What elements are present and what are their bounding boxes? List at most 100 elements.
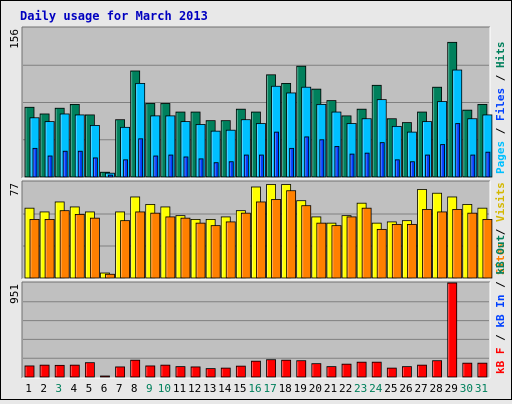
x-label-day-22: 22 <box>339 382 352 395</box>
bar-sites-day-3 <box>59 210 70 279</box>
x-label-day-16: 16 <box>248 382 261 395</box>
bar-pages-day-11 <box>183 156 189 178</box>
bar-sites-day-31 <box>482 219 493 279</box>
legend-3-part-4: / <box>494 275 507 295</box>
bar-kb-f-day-2 <box>39 364 50 378</box>
bar-sites-day-19 <box>301 205 312 279</box>
x-label-day-15: 15 <box>233 382 246 395</box>
legend-2-part-3: Visits <box>494 182 507 222</box>
bar-pages-day-27 <box>425 154 430 178</box>
bar-pages-day-18 <box>289 147 295 178</box>
x-label-day-9: 9 <box>146 382 153 395</box>
bar-sites-day-27 <box>422 209 432 279</box>
legend-2-part-2: / <box>494 222 507 242</box>
bar-kb-f-day-21 <box>326 366 337 378</box>
bar-kb-f-day-12 <box>190 366 201 378</box>
x-label-day-25: 25 <box>384 382 397 395</box>
bar-sites-day-11 <box>180 217 191 279</box>
legend-1-part-3: Files <box>494 88 507 121</box>
legend-1-part-1: Pages <box>494 141 507 174</box>
x-label-day-29: 29 <box>445 382 458 395</box>
x-label-day-23: 23 <box>354 382 367 395</box>
x-label-day-11: 11 <box>173 382 186 395</box>
x-label-day-4: 4 <box>71 382 78 395</box>
bar-kb-f-day-10 <box>160 364 171 378</box>
bar-sites-day-23 <box>361 207 372 279</box>
bar-kb-f-day-22 <box>341 363 352 378</box>
x-label-day-26: 26 <box>399 382 412 395</box>
bar-kb-f-day-5 <box>84 362 95 378</box>
x-label-day-3: 3 <box>55 382 62 395</box>
y-max-label-3: 951 <box>8 284 21 304</box>
legend-1: Pages / Files / Hits <box>494 42 507 175</box>
bar-pages-day-30 <box>470 154 476 178</box>
bar-sites-day-16 <box>256 201 266 279</box>
bar-pages-day-2 <box>47 155 53 178</box>
bar-sites-day-7 <box>120 220 130 279</box>
x-label-day-24: 24 <box>369 382 383 395</box>
bar-pages-day-10 <box>168 154 174 178</box>
bar-kb-f-day-8 <box>130 359 141 378</box>
bar-pages-day-22 <box>349 153 355 178</box>
bar-sites-day-14 <box>225 221 236 279</box>
bar-pages-day-13 <box>213 162 219 178</box>
bar-kb-f-day-13 <box>205 368 216 378</box>
bar-kb-f-day-20 <box>311 363 322 378</box>
x-label-day-7: 7 <box>116 382 123 395</box>
bar-sites-day-25 <box>391 223 402 279</box>
x-label-day-19: 19 <box>294 382 307 395</box>
bar-sites-day-22 <box>346 216 357 279</box>
x-label-day-30: 30 <box>460 382 473 395</box>
legend-2-part-1: Sites <box>494 242 507 275</box>
legend-2: Sites / Visits <box>494 182 507 275</box>
bar-pages-day-31 <box>485 151 491 178</box>
bar-kb-f-day-24 <box>371 361 382 378</box>
x-label-day-10: 10 <box>158 382 171 395</box>
bar-kb-f-day-31 <box>477 362 488 378</box>
bar-sites-day-29 <box>452 209 463 279</box>
x-label-day-13: 13 <box>203 382 216 395</box>
bar-kb-f-day-27 <box>417 364 427 378</box>
bar-sites-day-15 <box>240 212 251 279</box>
legend-1-part-4: / <box>494 68 507 88</box>
bar-sites-day-24 <box>376 228 387 279</box>
legend-3-part-5: kB Out <box>494 235 507 275</box>
bar-sites-day-20 <box>316 222 327 279</box>
bar-pages-day-1 <box>32 147 38 178</box>
x-label-day-28: 28 <box>430 382 443 395</box>
bar-kb-f-day-18 <box>281 359 292 378</box>
bar-pages-day-17 <box>274 131 279 178</box>
chart-title: Daily usage for March 2013 <box>20 9 208 23</box>
bar-kb-f-day-30 <box>462 362 473 378</box>
legend-3: kB F / kB In / kB Out <box>494 235 507 374</box>
bar-sites-day-8 <box>135 211 146 279</box>
bar-pages-day-15 <box>243 154 249 178</box>
bar-kb-f-day-3 <box>54 364 65 378</box>
bar-sites-day-30 <box>467 212 478 279</box>
legend-3-part-3: kB In <box>494 295 507 328</box>
x-label-day-14: 14 <box>218 382 232 395</box>
bar-pages-day-6 <box>108 174 113 178</box>
bar-kb-f-day-23 <box>356 361 367 378</box>
x-label-day-2: 2 <box>40 382 47 395</box>
bar-pages-day-9 <box>153 155 159 178</box>
x-label-day-17: 17 <box>263 382 276 395</box>
bar-sites-day-1 <box>29 219 40 279</box>
bar-kb-f-day-17 <box>266 359 276 378</box>
bar-pages-day-12 <box>198 158 204 178</box>
legend-1-part-2: / <box>494 121 507 141</box>
bar-kb-f-day-11 <box>175 366 186 378</box>
x-label-day-8: 8 <box>131 382 138 395</box>
bar-kb-f-day-6 <box>100 375 110 378</box>
bar-kb-f-day-15 <box>235 365 246 378</box>
bar-pages-day-20 <box>319 139 325 178</box>
bar-pages-day-8 <box>138 138 144 178</box>
x-label-day-12: 12 <box>188 382 201 395</box>
bar-pages-day-7 <box>123 159 128 178</box>
bar-pages-day-25 <box>394 159 400 178</box>
bar-pages-day-5 <box>92 157 98 178</box>
bar-pages-day-16 <box>259 154 264 178</box>
x-label-day-18: 18 <box>279 382 292 395</box>
x-label-day-1: 1 <box>25 382 32 395</box>
